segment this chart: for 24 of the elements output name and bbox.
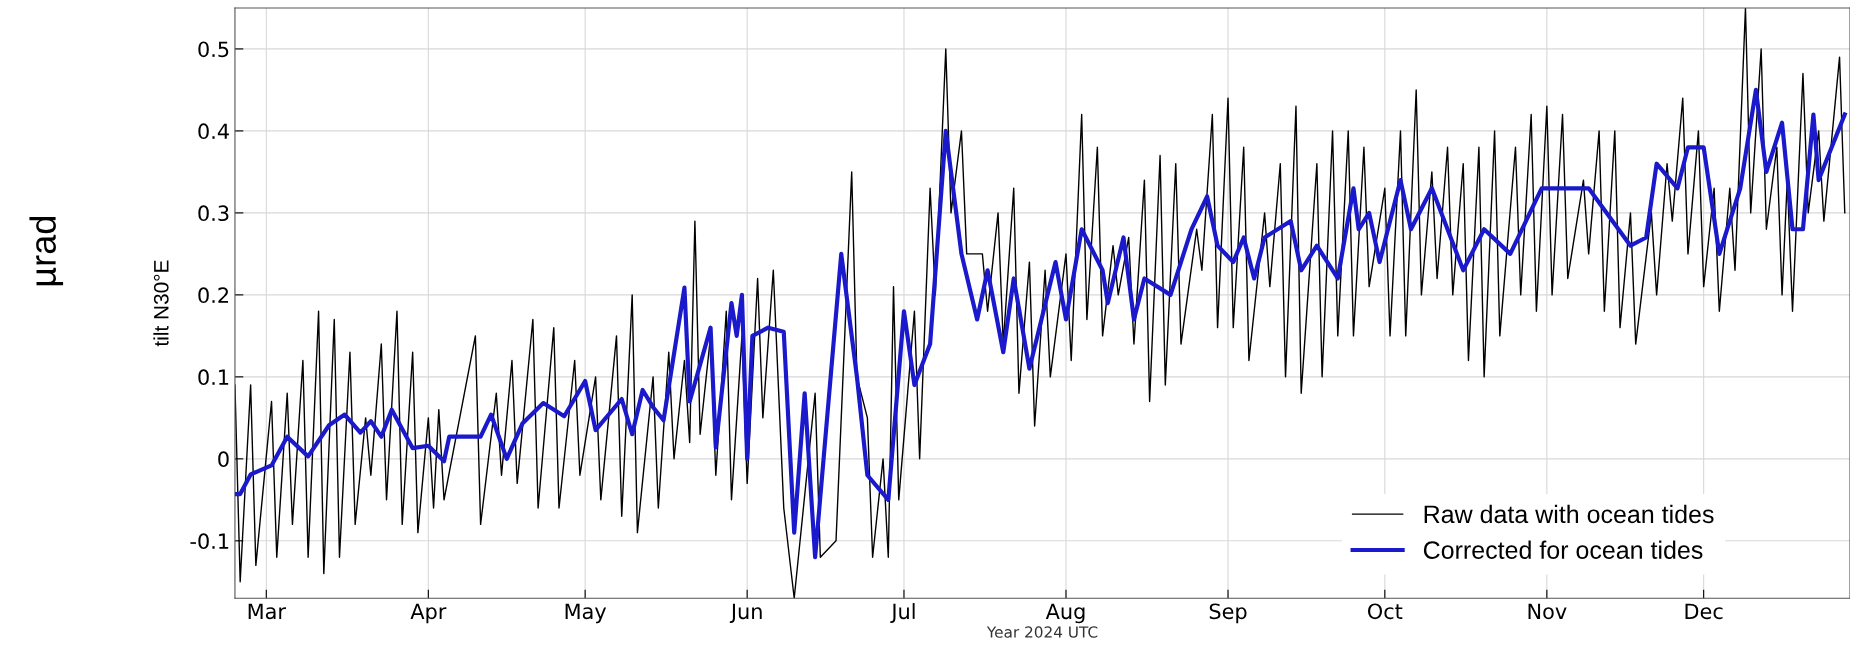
legend-label: Raw data with ocean tides [1424,504,1714,524]
y-tick-label: 0.1 [198,369,229,386]
line-series [234,87,1847,560]
x-tick-label: Dec [1685,603,1723,620]
y-tick-label: -0.1 [190,533,229,550]
x-tick-label: Aug [1045,603,1085,624]
y-tick-label: 0.3 [198,205,229,222]
x-tick-label: Oct [1367,603,1403,620]
y-axis-title: tilt N30°E [153,260,169,347]
x-tick-label: Sep [1209,603,1247,624]
y-tick-label: 0.4 [198,123,229,140]
y-tick-label: 0.5 [198,41,229,58]
y-tick-label: 0 [218,451,229,468]
y-tick-label: 0.2 [198,287,228,304]
x-tick-label: Nov [1528,603,1567,620]
x-tick-label: Apr [410,603,447,624]
x-tick-label: Mar [248,603,286,620]
x-tick-label: May [565,603,607,624]
line-series [234,7,1846,599]
legend-label: Corrected for ocean tides [1423,540,1703,559]
x-tick-label: Jun [729,603,762,624]
text: µrad [29,217,64,286]
x-axis-title: Year 2024 UTC [986,626,1098,638]
x-tick-label: Jul [890,603,915,624]
